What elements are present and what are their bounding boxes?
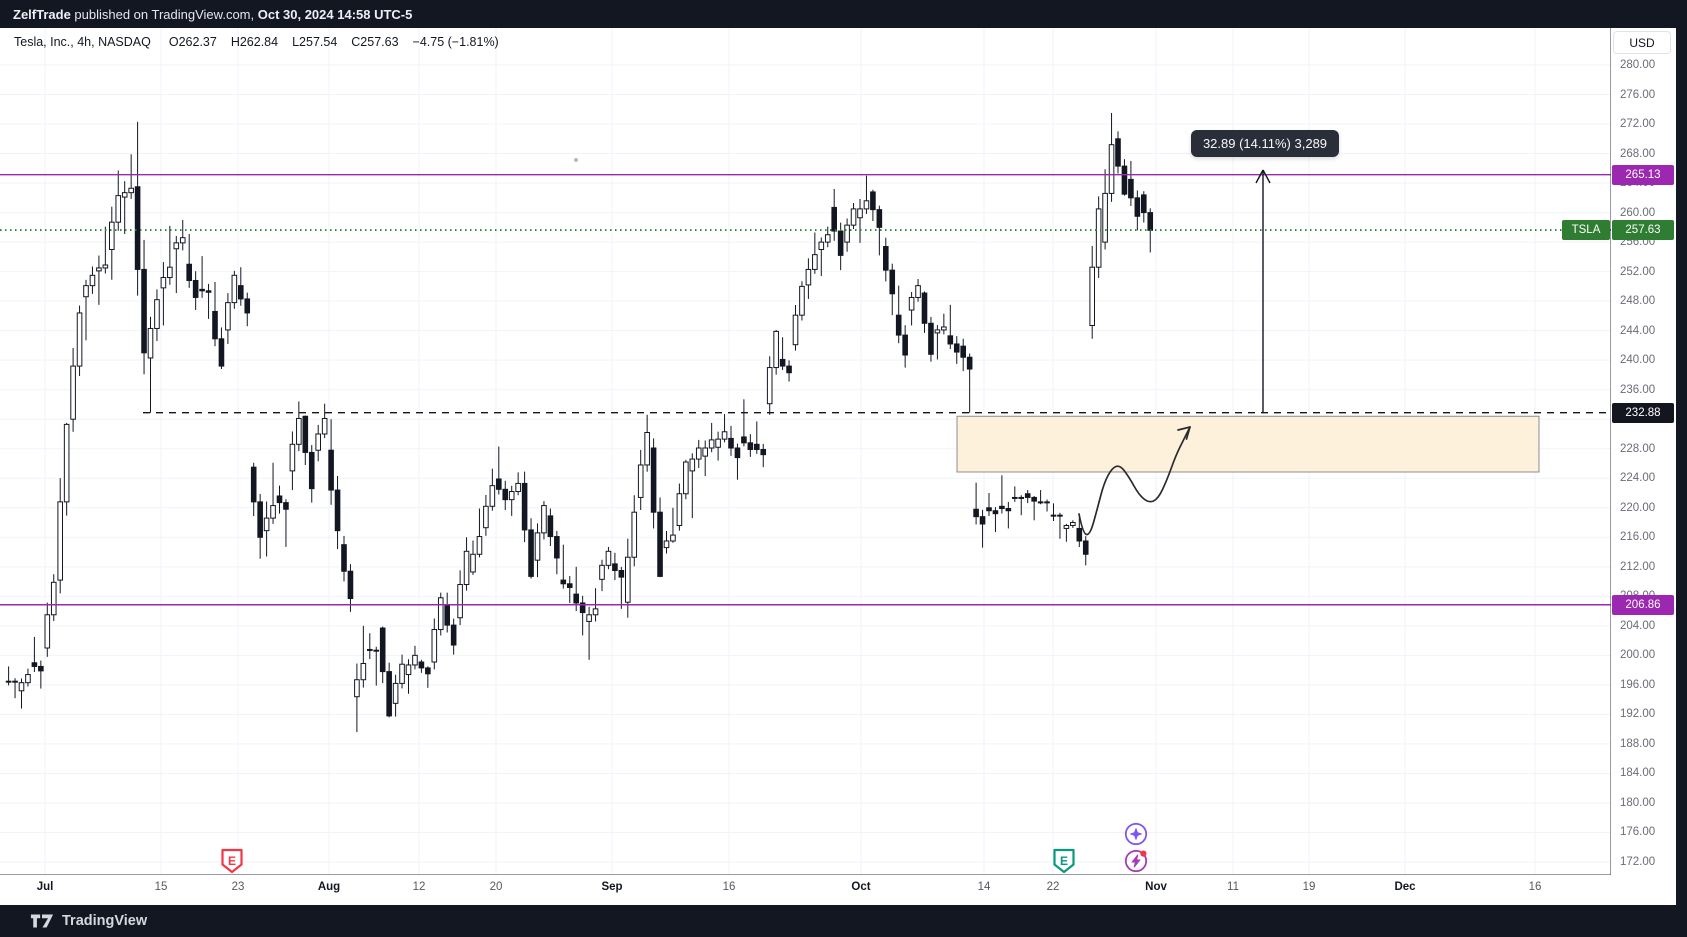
price-tick-label: 268.00 — [1620, 147, 1656, 160]
price-level-label-support: 206.86 — [1612, 594, 1674, 615]
ohlc-high: H262.84 — [230, 35, 279, 49]
chart-dot — [574, 158, 578, 162]
price-tick-label: 248.00 — [1620, 295, 1656, 308]
price-tick-label: 280.00 — [1620, 59, 1656, 71]
price-tick-label: 188.00 — [1620, 737, 1656, 750]
earnings-icon[interactable]: E — [218, 847, 246, 875]
flash-icon[interactable] — [1122, 847, 1150, 875]
price-level-label-breakout-level: 232.88 — [1612, 402, 1674, 423]
price-tick-label: 184.00 — [1620, 767, 1656, 780]
price-tick-label: 276.00 — [1620, 88, 1656, 101]
time-tick-label: 22 — [1046, 881, 1060, 893]
svg-text:E: E — [228, 854, 236, 868]
grid — [0, 28, 1611, 875]
time-tick-label: 14 — [977, 881, 991, 893]
publisher-name: ZelfTrade — [13, 6, 71, 22]
candlesticks — [5, 112, 1154, 733]
earnings-icon[interactable]: E — [1050, 847, 1078, 875]
price-tick-label: 240.00 — [1620, 354, 1656, 367]
change-value: −4.75 (−1.81%) — [412, 35, 499, 49]
symbol-legend: Tesla, Inc., 4h, NASDAQ O262.37 H262.84 … — [14, 33, 513, 51]
price-tick-label: 200.00 — [1620, 649, 1656, 662]
sparkle-icon[interactable] — [1122, 820, 1150, 848]
symbol-description: Tesla, Inc., 4h, NASDAQ — [14, 35, 151, 49]
time-tick-label: Nov — [1145, 881, 1167, 893]
price-tick-label: 220.00 — [1620, 501, 1656, 514]
price-tick-label: 236.00 — [1620, 383, 1656, 396]
price-tick-label: 260.00 — [1620, 206, 1656, 219]
time-tick-label: Jul — [36, 881, 54, 893]
time-axis[interactable] — [0, 875, 1687, 905]
currency-toggle-button[interactable]: USD — [1613, 31, 1671, 54]
ohlc-close: C257.63 — [351, 35, 399, 49]
price-tick-label: 216.00 — [1620, 531, 1656, 544]
right-margin-strip — [1676, 28, 1687, 905]
price-tick-label: 192.00 — [1620, 708, 1656, 721]
time-tick-label: 16 — [1528, 881, 1542, 893]
time-tick-label: Oct — [851, 881, 871, 893]
price-tick-label: 196.00 — [1620, 678, 1656, 691]
time-tick-label: 15 — [154, 881, 168, 893]
measure-tooltip: 32.89 (14.11%) 3,289 — [1191, 130, 1339, 157]
price-tick-label: 252.00 — [1620, 265, 1656, 278]
price-tick-label: 172.00 — [1620, 855, 1656, 868]
price-tick-label: 244.00 — [1620, 324, 1656, 337]
price-tick-label: 224.00 — [1620, 472, 1656, 485]
measure-arrow — [1255, 169, 1271, 413]
time-tick-label: 11 — [1227, 881, 1239, 893]
price-tick-label: 204.00 — [1620, 619, 1656, 632]
time-tick-label: 12 — [412, 881, 426, 893]
supply-zone-box — [956, 415, 1540, 473]
trend-sketch-arrow — [1078, 426, 1191, 536]
time-tick-label: 16 — [722, 881, 736, 893]
time-tick-label: Aug — [317, 881, 341, 893]
symbol-price-tag: TSLA — [1562, 220, 1610, 241]
time-tick-label: 19 — [1302, 881, 1316, 893]
publish-datetime: Oct 30, 2024 14:58 UTC-5 — [257, 6, 413, 22]
ohlc-open: O262.37 — [168, 35, 217, 49]
price-tick-label: 180.00 — [1620, 796, 1656, 809]
ohlc-low: L257.54 — [292, 35, 338, 49]
price-tick-label: 176.00 — [1620, 826, 1656, 839]
publisher-middle-text: published on TradingView.com, — [70, 6, 258, 22]
price-tick-label: 228.00 — [1620, 442, 1656, 455]
time-tick-label: Sep — [601, 881, 623, 893]
time-tick-label: Dec — [1394, 881, 1416, 893]
time-tick-label: 23 — [231, 881, 245, 893]
tradingview-brand-text[interactable]: TradingView — [62, 913, 148, 929]
price-level-label-last-price: 257.63 — [1612, 220, 1674, 241]
price-tick-label: 272.00 — [1620, 118, 1656, 131]
price-tick-label: 212.00 — [1620, 560, 1656, 573]
tradingview-logo-icon[interactable] — [30, 911, 54, 931]
price-level-label-resistance: 265.13 — [1612, 164, 1674, 185]
publisher-bar: ZelfTrade published on TradingView.com, … — [0, 0, 1687, 28]
svg-text:E: E — [1060, 854, 1068, 868]
time-tick-label: 20 — [489, 881, 503, 893]
brand-bar: TradingView — [0, 905, 1687, 937]
